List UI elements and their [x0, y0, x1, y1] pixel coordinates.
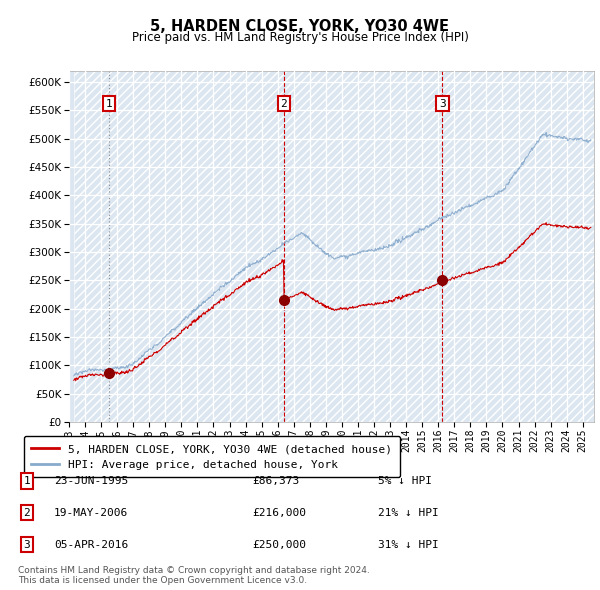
Text: 2: 2	[23, 508, 31, 517]
Text: 31% ↓ HPI: 31% ↓ HPI	[378, 540, 439, 549]
Text: Contains HM Land Registry data © Crown copyright and database right 2024.
This d: Contains HM Land Registry data © Crown c…	[18, 566, 370, 585]
Text: £250,000: £250,000	[252, 540, 306, 549]
Text: 2: 2	[280, 99, 287, 109]
Text: 1: 1	[105, 99, 112, 109]
Text: 05-APR-2016: 05-APR-2016	[54, 540, 128, 549]
Text: £216,000: £216,000	[252, 508, 306, 517]
Text: £86,373: £86,373	[252, 476, 299, 486]
Text: 5, HARDEN CLOSE, YORK, YO30 4WE: 5, HARDEN CLOSE, YORK, YO30 4WE	[151, 19, 449, 34]
Legend: 5, HARDEN CLOSE, YORK, YO30 4WE (detached house), HPI: Average price, detached h: 5, HARDEN CLOSE, YORK, YO30 4WE (detache…	[23, 436, 400, 477]
Text: 1: 1	[23, 476, 31, 486]
Text: 5% ↓ HPI: 5% ↓ HPI	[378, 476, 432, 486]
Text: 19-MAY-2006: 19-MAY-2006	[54, 508, 128, 517]
Text: 3: 3	[439, 99, 446, 109]
Text: Price paid vs. HM Land Registry's House Price Index (HPI): Price paid vs. HM Land Registry's House …	[131, 31, 469, 44]
Text: 23-JUN-1995: 23-JUN-1995	[54, 476, 128, 486]
Text: 21% ↓ HPI: 21% ↓ HPI	[378, 508, 439, 517]
Text: 3: 3	[23, 540, 31, 549]
